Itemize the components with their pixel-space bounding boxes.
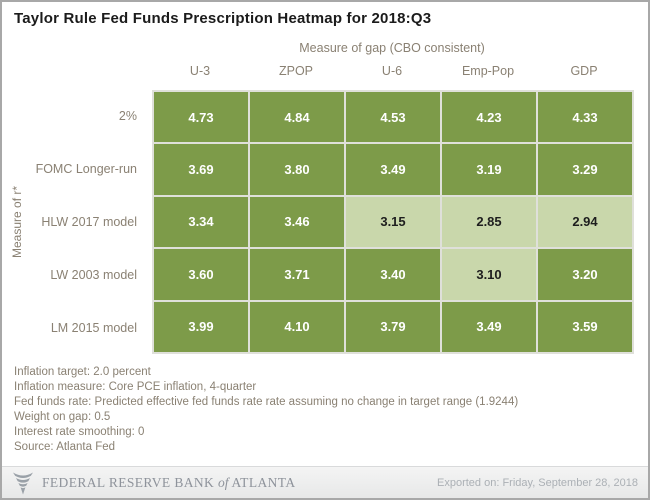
column-header: Emp-Pop [461, 64, 515, 78]
heatmap-cell: 4.10 [250, 301, 344, 352]
column-headers: U-3 ZPOP U-6 Emp-Pop GDP [152, 64, 632, 78]
x-axis-title: Measure of gap (CBO consistent) [299, 41, 485, 55]
footer-brand: FEDERAL RESERVE BANK of ATLANTA [42, 474, 296, 490]
row-labels: 2% FOMC Longer-run HLW 2017 model LW 2003 m… [2, 90, 144, 354]
heatmap-cell: 3.49 [346, 144, 440, 195]
heatmap-cell: 3.79 [346, 301, 440, 352]
column-header: U-3 [189, 64, 211, 78]
heatmap-cell: 3.46 [250, 196, 344, 248]
note-line: Interest rate smoothing: 0 [14, 426, 145, 438]
heatmap-cell: 3.80 [250, 144, 344, 195]
footer-bar: FEDERAL RESERVE BANK of ATLANTA Exported… [2, 466, 648, 498]
row-label: LW 2003 model [50, 267, 137, 282]
y-axis-title: Measure of r* [10, 185, 24, 259]
heatmap-cell: 3.40 [346, 249, 440, 300]
heatmap-cell: 3.19 [442, 144, 536, 195]
heatmap-cell: 4.23 [442, 92, 536, 143]
heatmap-cell: 2.85 [442, 196, 536, 248]
row-label: HLW 2017 model [41, 214, 137, 229]
row-label: LM 2015 model [50, 320, 137, 335]
heatmap-cell: 3.15 [346, 196, 440, 248]
heatmap-cell: 4.53 [346, 92, 440, 143]
heatmap-cell: 3.99 [154, 301, 248, 352]
heatmap-cell: 3.49 [442, 301, 536, 352]
heatmap-cell: 4.73 [154, 92, 248, 143]
heatmap-cell: 3.60 [154, 249, 248, 300]
heatmap-cell: 3.34 [154, 196, 248, 248]
column-header: U-6 [381, 64, 403, 78]
export-timestamp: Exported on: Friday, September 28, 2018 [437, 476, 638, 489]
note-line: Inflation target: 2.0 percent [14, 366, 151, 378]
note-line: Fed funds rate: Predicted effective fed … [14, 396, 519, 408]
heatmap-cell: 4.33 [538, 92, 632, 143]
column-header: GDP [570, 64, 598, 78]
chart-title: Taylor Rule Fed Funds Prescription Heatm… [14, 10, 432, 27]
column-header: ZPOP [278, 64, 314, 78]
heatmap-cell: 3.10 [442, 249, 536, 300]
heatmap-cell: 3.59 [538, 301, 632, 352]
heatmap-cell: 3.71 [250, 249, 344, 300]
heatmap-cell: 3.69 [154, 144, 248, 195]
row-label: 2% [118, 109, 137, 124]
heatmap-cell: 4.84 [250, 92, 344, 143]
heatmap-cell: 3.29 [538, 144, 632, 195]
note-line: Inflation measure: Core PCE inflation, 4… [14, 381, 257, 393]
row-label: FOMC Longer-run [35, 162, 137, 177]
heatmap-grid: 4.73 4.84 4.53 4.23 4.33 3.69 3.80 3.49 3.19 3.29… [152, 90, 634, 354]
heatmap-cell: 2.94 [538, 196, 632, 248]
chart-notes: Inflation target: 2.0 percent Inflation m… [14, 365, 518, 455]
atlanta-fed-seal-icon [13, 472, 33, 494]
heatmap-cell: 3.20 [538, 249, 632, 300]
note-line: Source: Atlanta Fed [14, 441, 116, 453]
note-line: Weight on gap: 0.5 [14, 411, 111, 423]
